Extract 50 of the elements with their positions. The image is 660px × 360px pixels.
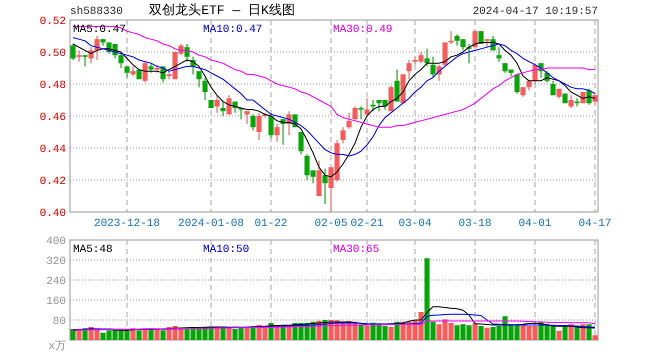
bar	[364, 326, 370, 340]
y-tick-label: 320	[46, 256, 66, 268]
y-tick-label: 0.44	[40, 144, 66, 156]
y-axis-title: x万	[48, 340, 66, 353]
x-tick-label: 03-18	[458, 218, 492, 230]
x-tick-label: 04-17	[578, 218, 612, 230]
y-tick-label: 0.40	[40, 208, 66, 220]
x-tick-label: 2024-01-08	[178, 218, 244, 230]
bar	[286, 327, 292, 340]
legend: MA10:50	[203, 244, 250, 256]
bar	[136, 330, 142, 340]
bar	[388, 327, 394, 340]
bar	[274, 327, 280, 340]
x-tick-label: 02-05	[314, 218, 348, 230]
y-tick-label: 80	[52, 316, 66, 328]
x-tick-label: 04-01	[518, 218, 552, 230]
y-tick-label: 0.46	[40, 112, 66, 124]
bar	[358, 324, 364, 340]
bar	[472, 323, 478, 340]
legend: MA30:65	[333, 244, 380, 256]
line-series	[72, 37, 596, 156]
x-tick-label: 03-04	[398, 218, 432, 230]
bar	[562, 326, 568, 340]
bar	[148, 329, 154, 340]
bar	[160, 330, 166, 340]
y-tick-label: 0.52	[40, 16, 66, 28]
bar	[556, 331, 562, 340]
y-tick-label: 400	[46, 236, 66, 248]
bar	[70, 329, 76, 340]
bar	[484, 328, 490, 340]
y-tick-label: 0.42	[40, 176, 66, 188]
bar	[244, 327, 250, 340]
y-tick-label: 0.48	[40, 80, 66, 92]
text: sh588330	[70, 6, 123, 18]
bar	[478, 326, 484, 340]
x-tick-label: 2023-12-18	[94, 218, 160, 230]
x-tick-label: 02-21	[350, 218, 384, 230]
chart-title: 双创龙头ETF — 日K线图	[149, 3, 295, 18]
line-series	[72, 26, 596, 128]
y-tick-label: 0.50	[40, 48, 66, 60]
y-tick-label: 160	[46, 296, 66, 308]
legend: MA30:0.49	[333, 24, 392, 36]
bar	[592, 335, 598, 340]
y-tick-label: 240	[46, 276, 66, 288]
line-series	[72, 320, 596, 330]
legend: MA5:0.47	[73, 24, 126, 36]
legend: MA10:0.47	[203, 24, 262, 36]
legend: MA5:48	[73, 244, 113, 256]
text: 2024-04-17 10:19:57	[472, 6, 598, 18]
x-tick-label: 01-22	[254, 218, 288, 230]
